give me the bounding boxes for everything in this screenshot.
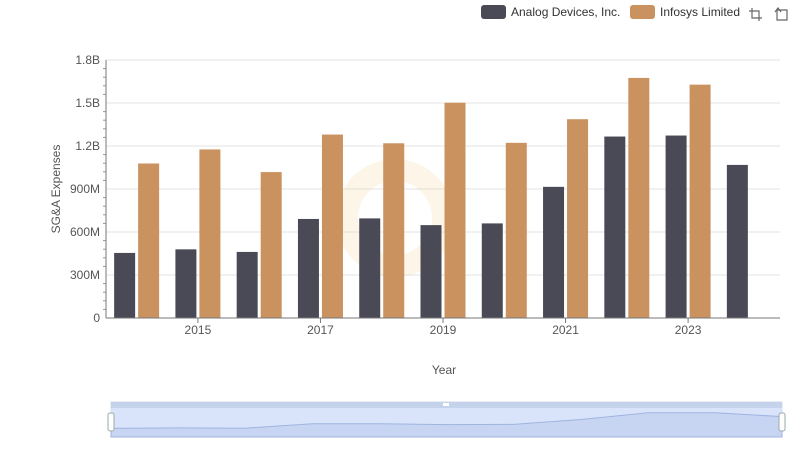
bar-analog-devices-2021[interactable] xyxy=(543,186,565,318)
x-tick-label: 2019 xyxy=(430,323,457,337)
bar-analog-devices-2024[interactable] xyxy=(726,164,748,318)
y-axis-title: SG&A Expenses xyxy=(49,145,63,234)
legend-label[interactable]: Analog Devices, Inc. xyxy=(511,5,620,19)
x-axis: 2015 2017 2019 2021 2023 xyxy=(106,317,780,337)
bar-infosys-2019[interactable] xyxy=(444,102,466,318)
bar-infosys-2021[interactable] xyxy=(567,119,589,319)
y-tick-label: 600M xyxy=(70,225,100,239)
bar-analog-devices-2014[interactable] xyxy=(114,252,136,318)
bar-analog-devices-2023[interactable] xyxy=(665,135,687,318)
slider-preview-line xyxy=(110,412,783,438)
data-zoom-slider[interactable] xyxy=(107,401,786,438)
y-tick-label: 1.8B xyxy=(75,53,100,67)
bar-analog-devices-2022[interactable] xyxy=(604,136,626,318)
x-tick-label: 2021 xyxy=(552,323,579,337)
slider-handle-left[interactable] xyxy=(107,412,115,432)
legend-label[interactable]: Infosys Limited xyxy=(660,5,740,19)
bar-infosys-2020[interactable] xyxy=(505,142,527,318)
y-tick-label: 900M xyxy=(70,182,100,196)
bar-analog-devices-2019[interactable] xyxy=(420,225,442,318)
bar-infosys-2014[interactable] xyxy=(138,163,160,318)
bar-analog-devices-2020[interactable] xyxy=(481,223,503,318)
legend-swatch[interactable] xyxy=(630,5,655,19)
y-tick-label: 300M xyxy=(70,268,100,282)
bar-infosys-2023[interactable] xyxy=(689,84,711,318)
bar-infosys-2015[interactable] xyxy=(199,149,221,318)
legend-swatch[interactable] xyxy=(481,5,506,19)
restore-icon[interactable] xyxy=(774,7,788,21)
bar-infosys-2022[interactable] xyxy=(628,77,650,319)
x-axis-title: Year xyxy=(432,363,456,377)
y-tick-label: 0 xyxy=(93,311,100,325)
x-tick-label: 2015 xyxy=(185,323,212,337)
y-tick-label: 1.5B xyxy=(75,96,100,110)
slider-handle-right[interactable] xyxy=(778,412,786,432)
x-tick-label: 2023 xyxy=(675,323,702,337)
bars xyxy=(114,77,748,319)
y-axis: 0 300M 600M 900M 1.2B 1.5B 1.8B xyxy=(70,53,107,325)
legend[interactable]: Analog Devices, Inc. Infosys Limited xyxy=(481,5,740,19)
bar-analog-devices-2016[interactable] xyxy=(236,251,258,318)
bar-infosys-2018[interactable] xyxy=(383,143,405,318)
bar-infosys-2017[interactable] xyxy=(321,134,343,318)
y-tick-label: 1.2B xyxy=(75,139,100,153)
bar-analog-devices-2015[interactable] xyxy=(175,249,197,318)
crop-zoom-icon[interactable] xyxy=(749,8,762,21)
slider-grip[interactable] xyxy=(443,403,449,406)
bar-infosys-2016[interactable] xyxy=(260,172,282,318)
bar-analog-devices-2018[interactable] xyxy=(359,218,381,318)
x-tick-label: 2017 xyxy=(307,323,334,337)
bar-analog-devices-2017[interactable] xyxy=(297,218,319,318)
